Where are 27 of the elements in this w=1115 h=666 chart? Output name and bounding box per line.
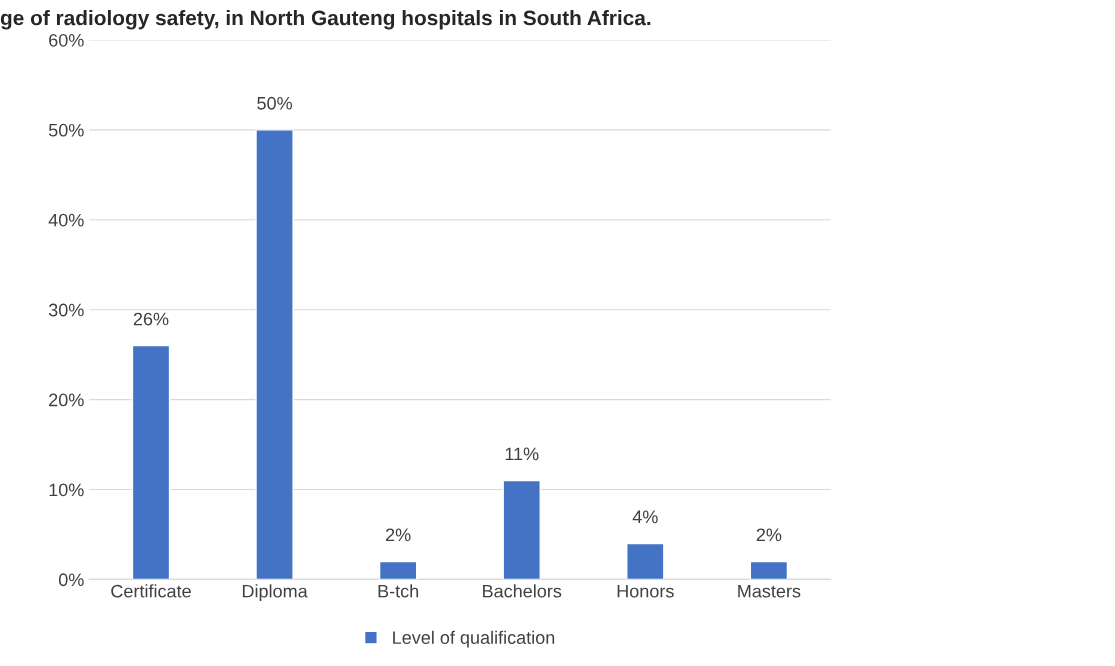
y-tick-label: 20% [49,393,84,407]
bar [502,479,541,580]
chart-title: ge of radiology safety, in North Gauteng hospitals in South Africa. [0,9,651,30]
text: 4% [632,510,658,524]
legend-label: Level of qualification [393,630,555,648]
bar [749,560,789,580]
y-tick-label: 50% [48,123,84,137]
y-tick-label: 10% [49,483,84,497]
bar [131,344,171,580]
text: 2% [756,528,782,542]
x-tick-label: Bachelors [483,584,562,598]
y-tick-label: 0% [58,573,84,587]
bar [626,542,665,580]
x-tick-label: B-tch [378,584,419,598]
bar [378,560,418,580]
x-tick-label: Masters [738,584,801,598]
x-tick-label: Honors [617,584,674,598]
x-tick-label: Certificate [111,584,191,598]
y-tick-label: 40% [48,213,84,227]
x-tick-label: Diploma [242,584,308,602]
text: 11% [505,447,539,461]
y-tick-label: 30% [48,303,84,317]
text: 50% [257,96,292,110]
y-tick-label: 60% [49,33,84,47]
text: 26% [133,312,169,326]
bar [255,129,294,580]
text: 2% [386,528,411,542]
